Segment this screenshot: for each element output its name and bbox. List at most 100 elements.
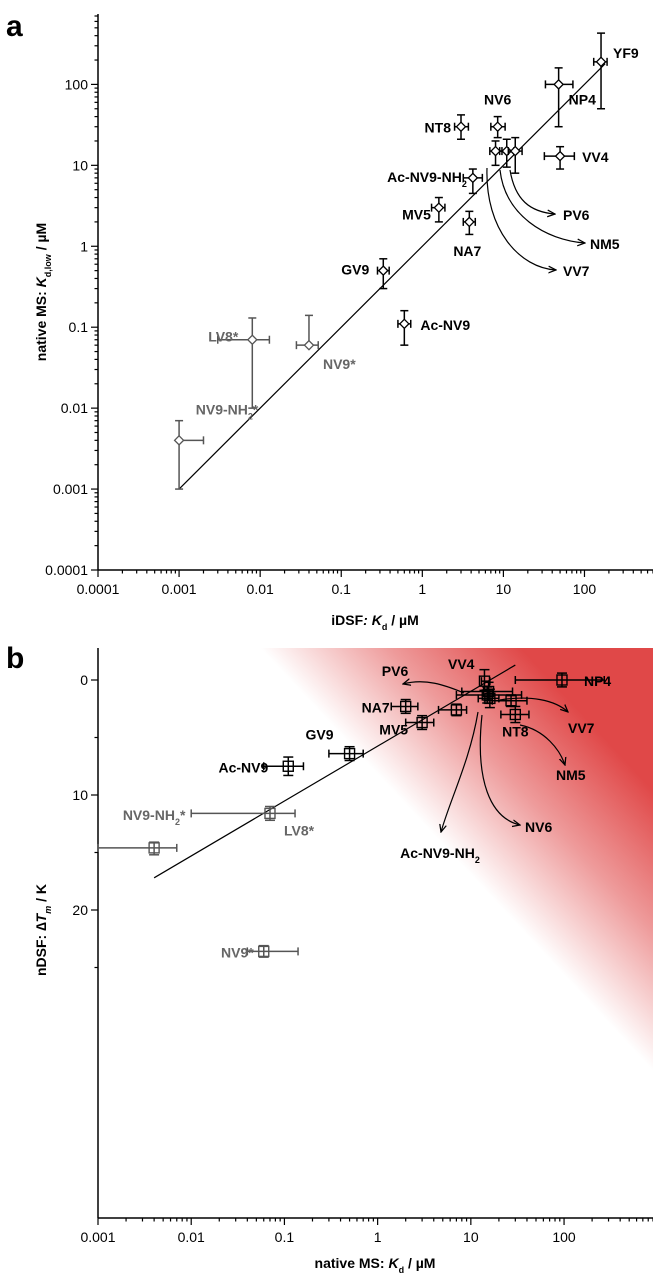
b-point-na7 bbox=[390, 698, 419, 715]
panel-b-x-axis-title: native MS: Kd / µM bbox=[315, 1255, 436, 1274]
a-point-nv9 bbox=[295, 314, 319, 351]
a-x-tick-label: 0.001 bbox=[162, 581, 197, 597]
a-label-ac-nv9-nh2: Ac-NV9-NH2 bbox=[387, 169, 467, 189]
a-label-nm5: NM5 bbox=[590, 236, 620, 252]
a-label-nv9: NV9* bbox=[323, 356, 356, 372]
a-y-tick-label: 100 bbox=[65, 76, 89, 92]
a-label-lv8: LV8* bbox=[208, 329, 239, 345]
b-point-ac-nv9 bbox=[262, 756, 305, 777]
b-square-marker bbox=[343, 747, 356, 760]
b-label-na7: NA7 bbox=[362, 699, 390, 715]
a-point-vv7 bbox=[507, 136, 523, 174]
a-diamond-marker bbox=[303, 339, 315, 351]
b-y-tick-label: 20 bbox=[72, 902, 88, 918]
a-x-tick-label: 0.0001 bbox=[77, 581, 120, 597]
a-diamond-marker bbox=[490, 145, 501, 157]
panel-a-callout-arrows bbox=[486, 167, 585, 270]
panel-b-letter: b bbox=[6, 642, 24, 675]
a-fit-line bbox=[178, 63, 606, 490]
b-x-tick-label: 100 bbox=[552, 1229, 576, 1245]
a-point-yf9 bbox=[592, 32, 608, 110]
b-y-tick-label: 10 bbox=[72, 787, 88, 803]
b-square-marker bbox=[282, 760, 294, 772]
a-diamond-marker bbox=[492, 121, 504, 133]
panel-b-chart: 0.001 0.01 0.1 1 10 100 0 10 20 NP4 VV4 NT8 NA7 MV5 G… bbox=[33, 648, 653, 1274]
a-point-gv9 bbox=[376, 258, 390, 290]
b-point-nv9-nh2 bbox=[97, 841, 178, 856]
b-square-marker bbox=[482, 685, 495, 698]
a-diamond-marker bbox=[398, 318, 410, 330]
a-label-np4: NP4 bbox=[569, 91, 596, 107]
a-point-ac-nv9 bbox=[397, 309, 412, 346]
a-diamond-marker bbox=[377, 265, 389, 277]
a-diamond-marker bbox=[455, 121, 467, 133]
b-label-lv8: LV8* bbox=[284, 822, 315, 838]
panel-b-callout-arrows bbox=[403, 682, 568, 832]
a-y-tick-label: 1 bbox=[80, 238, 88, 254]
b-x-tick-label: 10 bbox=[463, 1229, 479, 1245]
a-diamond-marker bbox=[554, 150, 566, 162]
a-label-nv9-nh2: NV9-NH2* bbox=[196, 401, 259, 421]
b-label-nv6: NV6 bbox=[525, 819, 552, 835]
a-label-vv7: VV7 bbox=[563, 263, 590, 279]
callout-arrow-pv6 bbox=[509, 169, 555, 214]
b-square-marker bbox=[416, 716, 428, 729]
b-label-gv9: GV9 bbox=[306, 727, 334, 743]
a-label-ac-nv9: Ac-NV9 bbox=[420, 317, 470, 333]
b-square-marker bbox=[399, 700, 412, 713]
b-label-ac-nv9-nh2: Ac-NV9-NH2 bbox=[400, 845, 480, 865]
a-y-tick-label: 0.0001 bbox=[45, 562, 88, 578]
callout-arrow-nv6-b bbox=[479, 714, 520, 825]
a-diamond-marker bbox=[246, 334, 258, 346]
callout-arrow-nm5-b bbox=[519, 724, 565, 765]
panel-a-chart: 0.0001 0.001 0.01 0.1 1 10 100 0.0001 0.001 0.01 0… bbox=[33, 14, 653, 632]
a-point-nv6 bbox=[490, 115, 506, 139]
b-point-vv7 bbox=[461, 681, 514, 702]
b-point-np4 bbox=[514, 672, 606, 688]
b-point-mv5 bbox=[404, 714, 435, 731]
b-label-pv6: PV6 bbox=[382, 663, 409, 679]
a-diamond-marker bbox=[553, 78, 565, 90]
a-diamond-marker bbox=[467, 172, 479, 184]
b-square-marker bbox=[258, 945, 270, 958]
b-x-tick-label: 0.001 bbox=[80, 1229, 115, 1245]
b-label-vv4: VV4 bbox=[448, 656, 475, 672]
b-label-mv5: MV5 bbox=[379, 722, 408, 738]
a-label-gv9: GV9 bbox=[341, 262, 369, 278]
a-diamond-marker bbox=[509, 145, 521, 157]
a-x-tick-label: 10 bbox=[496, 581, 512, 597]
panel-b-y-axis-title: nDSF: ∆Tm / K bbox=[33, 884, 53, 976]
b-point-ac-nv9-nh2 bbox=[437, 703, 468, 717]
callout-arrow-vv7-b bbox=[499, 697, 568, 712]
panel-a-letter: a bbox=[6, 10, 23, 43]
b-square-marker bbox=[264, 807, 276, 820]
a-label-pv6: PV6 bbox=[563, 207, 590, 223]
b-square-marker bbox=[148, 842, 160, 854]
a-point-ac-nv9-nh2 bbox=[462, 168, 484, 195]
a-point-na7 bbox=[462, 210, 477, 236]
a-y-tick-label: 0.1 bbox=[69, 319, 89, 335]
a-point-np4 bbox=[544, 67, 574, 128]
b-point-nv6 bbox=[477, 688, 500, 709]
b-label-nv9: NV9* bbox=[221, 944, 254, 960]
b-x-tick-label: 0.01 bbox=[178, 1229, 205, 1245]
b-square-marker bbox=[484, 692, 496, 705]
b-point-gv9 bbox=[328, 745, 364, 762]
a-label-yf9: YF9 bbox=[613, 45, 639, 61]
a-label-nt8: NT8 bbox=[425, 120, 452, 136]
a-diamond-marker bbox=[173, 434, 185, 446]
b-label-nt8: NT8 bbox=[502, 724, 529, 740]
a-diamond-marker bbox=[463, 216, 475, 228]
callout-arrow-nm5 bbox=[499, 169, 585, 243]
a-diamond-marker bbox=[595, 56, 607, 68]
a-x-tick-label: 0.01 bbox=[247, 581, 274, 597]
a-label-vv4: VV4 bbox=[582, 149, 609, 165]
a-x-tick-label: 1 bbox=[418, 581, 426, 597]
b-label-nv9-nh2: NV9-NH2* bbox=[123, 807, 186, 827]
b-square-marker bbox=[450, 704, 463, 716]
a-label-nv6: NV6 bbox=[484, 92, 511, 108]
a-label-mv5: MV5 bbox=[402, 207, 431, 223]
a-y-tick-label: 0.01 bbox=[61, 400, 88, 416]
a-point-vv4 bbox=[543, 145, 576, 170]
a-point-nt8 bbox=[453, 114, 470, 141]
